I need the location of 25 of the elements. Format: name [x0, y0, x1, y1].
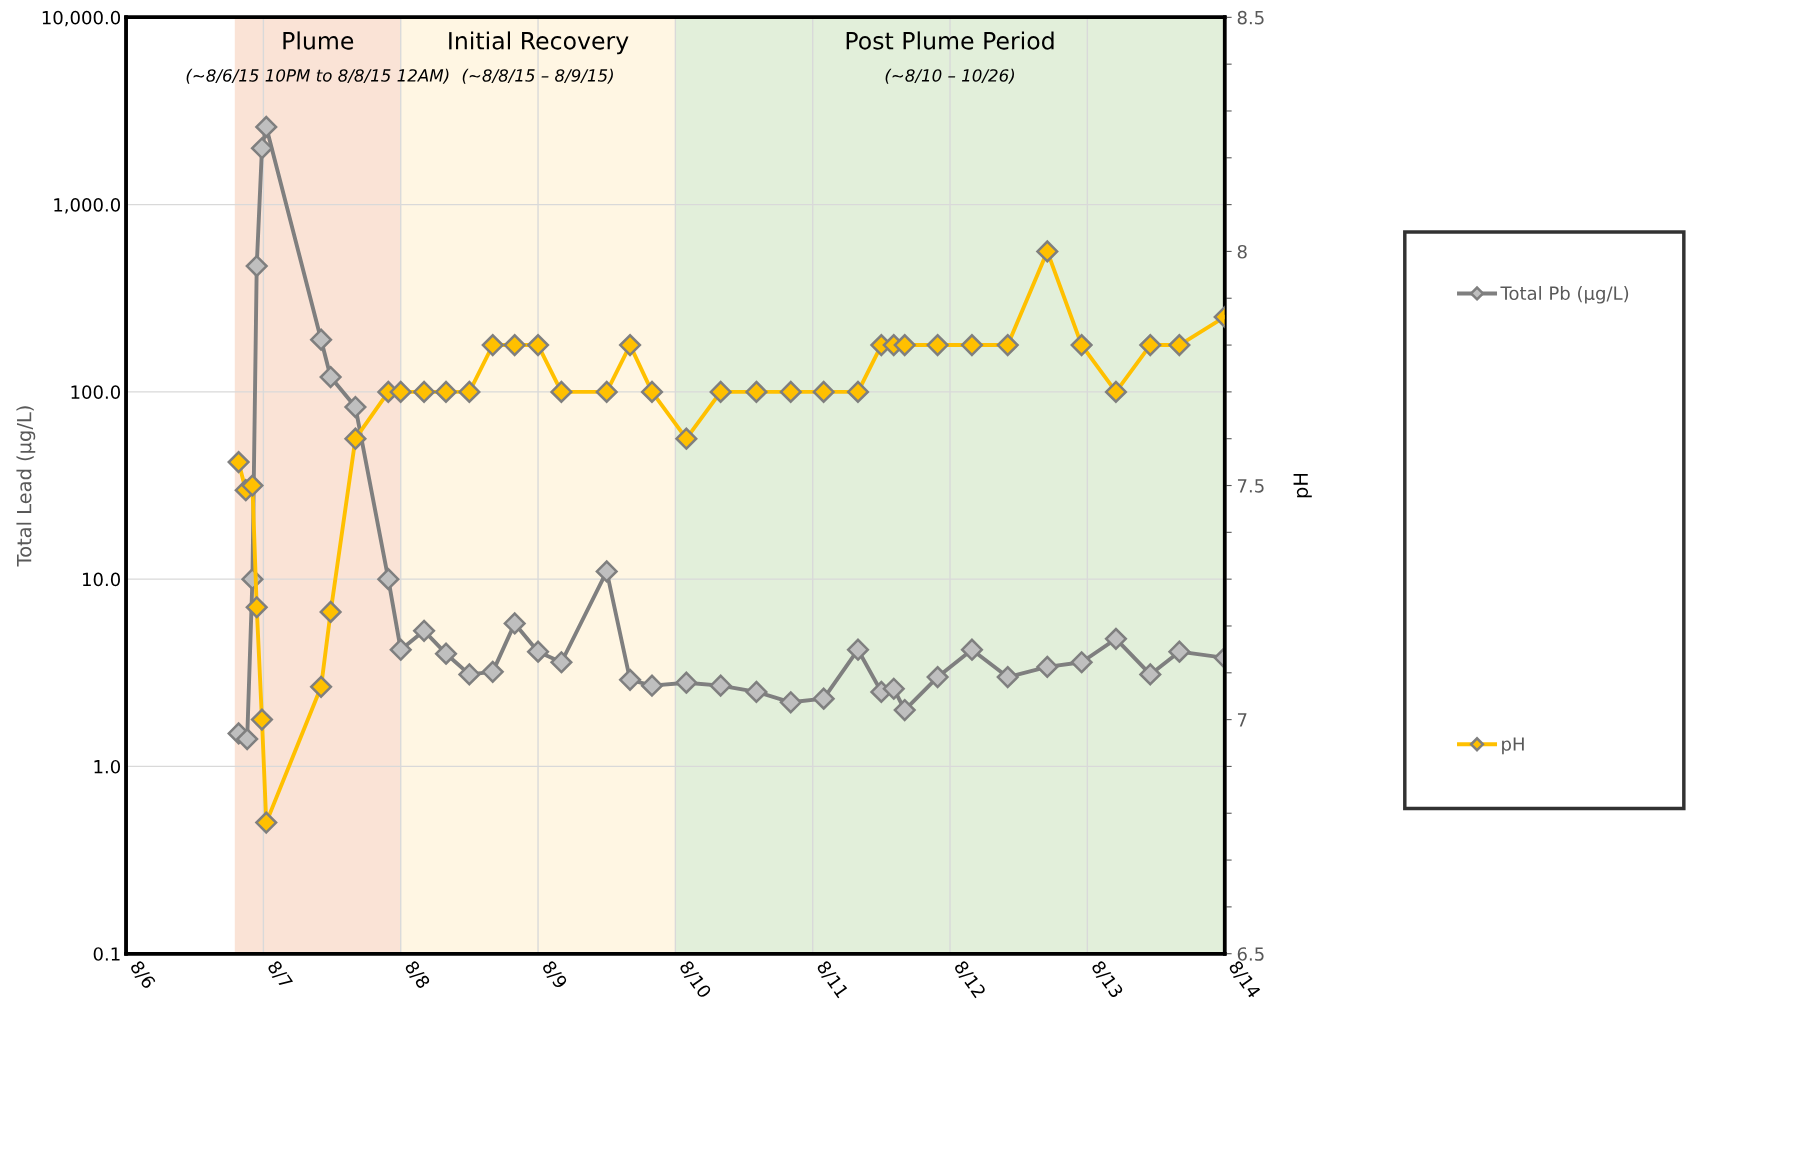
annotation: (~8/8/15 – 8/9/15) — [462, 68, 613, 84]
x-tick-label: 8/9 — [540, 959, 569, 991]
y-tick-label: 0.1 — [93, 947, 120, 961]
y-tick-label: 1,000.0 — [54, 198, 121, 214]
legend-label: Total Pb (µg/L) — [1500, 286, 1629, 304]
annotation: (~8/6/15 10PM to 8/8/15 12AM) — [186, 68, 449, 84]
y2-axis-title: pH — [1293, 473, 1312, 498]
y-tick-label: 10,000.0 — [42, 10, 121, 27]
annotation: (~8/10 – 10/26) — [885, 68, 1014, 84]
x-tick-label: 8/6 — [128, 959, 157, 991]
x-tick-label: 8/7 — [265, 959, 294, 990]
x-tick-label: 8/8 — [403, 959, 431, 991]
y-tick-label: 1.0 — [94, 759, 121, 774]
band-label: Plume — [283, 31, 354, 50]
y2-tick-label: 6.5 — [1237, 947, 1264, 961]
band-label: Initial Recovery — [449, 31, 629, 55]
y2-tick-label: 7 — [1237, 713, 1247, 727]
y2-tick-label: 8 — [1237, 244, 1247, 259]
y-tick-label: 100.0 — [71, 385, 121, 399]
band-label: Post Plume Period — [846, 31, 1054, 50]
y-axis-title: Total Lead (µg/L) — [16, 406, 36, 567]
y2-tick-label: 8.5 — [1237, 10, 1264, 25]
y-tick-label: 10.0 — [82, 572, 121, 587]
legend-label: pH — [1502, 737, 1524, 755]
y2-tick-label: 7.5 — [1237, 479, 1264, 493]
